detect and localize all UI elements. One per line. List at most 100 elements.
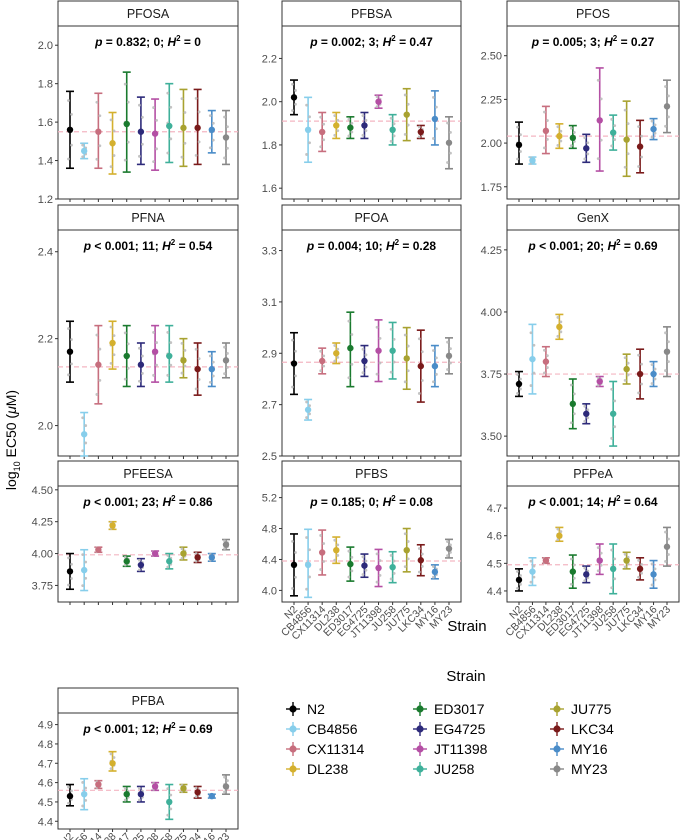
mean-point-ED3017	[347, 124, 354, 131]
replicate-dot	[623, 356, 627, 360]
replicate-dot	[417, 570, 421, 574]
replicate-dot	[336, 347, 340, 351]
replicate-dot	[126, 140, 130, 144]
replicate-dot	[613, 138, 617, 141]
replicate-dot	[519, 377, 522, 381]
replicate-dot	[305, 536, 308, 539]
replicate-dot	[98, 144, 102, 148]
mean-point-N2	[515, 380, 523, 388]
replicate-dot	[81, 416, 85, 420]
replicate-dot	[583, 157, 587, 161]
replicate-dot	[637, 125, 640, 129]
y-tick-label: 3.1	[262, 297, 277, 309]
replicate-dot	[180, 97, 184, 101]
replicate-dot	[626, 122, 630, 126]
mean-point-LKC34	[194, 124, 201, 132]
replicate-dot	[559, 129, 563, 133]
replicate-dot	[294, 374, 297, 378]
replicate-dot	[653, 567, 657, 571]
replicate-dot	[586, 152, 590, 156]
panel-title: PFOSA	[127, 7, 170, 21]
y-tick-label: 4.00	[32, 549, 53, 561]
y-tick-label: 1.75	[481, 182, 502, 194]
replicate-dot	[294, 349, 297, 353]
replicate-dot	[406, 102, 410, 106]
mean-point-CX11314	[318, 128, 326, 136]
stats-annotation: p < 0.001; 23; H2 = 0.86	[82, 494, 213, 509]
stats-annotation: p = 0.005; 3; H2 = 0.27	[531, 34, 655, 49]
replicate-dot	[223, 539, 226, 543]
replicate-dot	[197, 378, 201, 381]
mean-point-JU258	[166, 122, 173, 130]
mean-point-MY23	[663, 348, 671, 355]
mean-point-CX11314	[318, 549, 326, 556]
mean-point-EG4725	[137, 361, 145, 368]
y-tick-label: 4.8	[262, 524, 277, 536]
replicate-dot	[152, 330, 155, 334]
replicate-dot	[653, 131, 657, 135]
replicate-dot	[556, 143, 560, 147]
mean-point-EG4725	[137, 561, 145, 569]
panel-frame	[506, 25, 680, 200]
replicate-dot	[319, 349, 323, 353]
replicate-dot	[664, 369, 667, 372]
mean-point-DL238	[109, 760, 116, 767]
replicate-dot	[123, 563, 127, 567]
replicate-dot	[613, 425, 617, 429]
replicate-dot	[347, 575, 351, 579]
replicate-dot	[166, 565, 170, 569]
replicate-dot	[180, 371, 184, 375]
replicate-dot	[546, 138, 549, 141]
replicate-dot	[152, 160, 155, 164]
replicate-dot	[183, 111, 187, 114]
replicate-dot	[637, 353, 640, 357]
legend-key-point	[553, 705, 561, 713]
panel-title: PFOA	[354, 211, 389, 225]
legend-key-point	[416, 725, 424, 733]
replicate-dot	[109, 361, 113, 365]
replicate-dot	[364, 365, 368, 369]
replicate-dot	[98, 114, 102, 118]
panel-strip	[57, 687, 239, 714]
panel-frame	[57, 25, 239, 200]
mean-point-ED3017	[123, 558, 130, 565]
replicate-dot	[208, 380, 212, 384]
replicate-dot	[336, 118, 340, 122]
replicate-dot	[420, 552, 424, 556]
replicate-dot	[586, 141, 590, 145]
replicate-dot	[532, 575, 536, 579]
replicate-dot	[194, 559, 198, 563]
replicate-dot	[389, 327, 393, 331]
replicate-dot	[319, 145, 323, 149]
mean-point-JT11398	[375, 98, 382, 105]
replicate-dot	[211, 374, 215, 378]
replicate-dot	[109, 767, 113, 771]
replicate-dot	[375, 580, 379, 584]
replicate-dot	[322, 122, 326, 126]
replicate-dot	[417, 125, 421, 129]
replicate-dot	[180, 557, 184, 560]
replicate-dot	[375, 325, 379, 329]
replicate-dot	[350, 362, 354, 366]
replicate-dot	[519, 582, 522, 586]
replicate-dot	[194, 387, 198, 391]
panel-title: PFEESA	[123, 467, 173, 481]
replicate-dot	[583, 579, 587, 583]
replicate-dot	[637, 559, 640, 562]
replicate-dot	[333, 114, 337, 118]
replicate-dot	[81, 155, 85, 159]
replicate-dot	[123, 786, 127, 790]
replicate-dot	[81, 449, 85, 453]
mean-point-JU258	[389, 126, 396, 133]
replicate-dot	[650, 135, 654, 139]
replicate-dot	[613, 557, 617, 561]
legend-key-point	[416, 765, 424, 773]
mean-point-ED3017	[569, 568, 577, 575]
mean-point-DL238	[556, 323, 563, 331]
legend-item-eg4725: EG4725	[413, 721, 486, 737]
replicate-dot	[420, 565, 424, 568]
legend-label: LKC34	[571, 721, 614, 737]
mean-point-LKC34	[417, 557, 425, 564]
replicate-dot	[305, 153, 308, 156]
